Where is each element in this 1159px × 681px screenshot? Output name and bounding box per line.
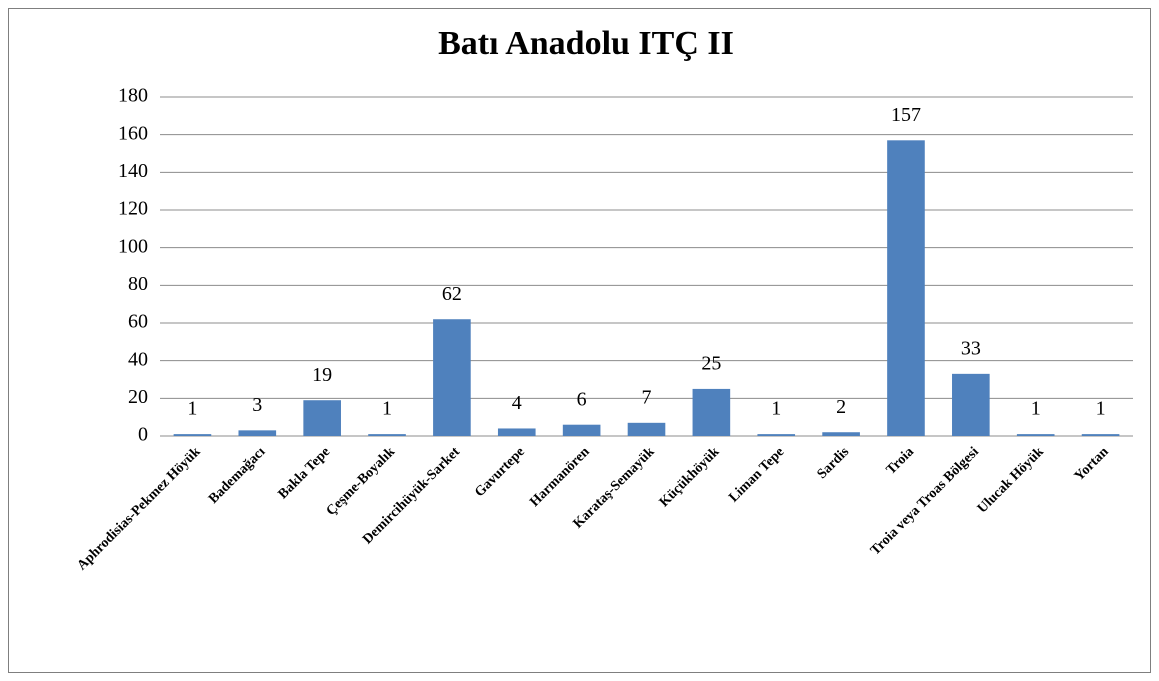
data-label: 1 bbox=[187, 398, 197, 420]
bar bbox=[627, 422, 666, 436]
data-label: 33 bbox=[961, 337, 981, 359]
y-tick-label: 140 bbox=[118, 160, 148, 182]
bar bbox=[368, 434, 406, 436]
data-label: 3 bbox=[252, 394, 262, 416]
data-label: 157 bbox=[891, 104, 921, 126]
bar bbox=[692, 388, 731, 436]
data-label: 1 bbox=[1031, 398, 1041, 420]
data-label: 25 bbox=[701, 353, 721, 375]
y-tick-label: 60 bbox=[128, 311, 148, 333]
y-tick-label: 20 bbox=[128, 386, 148, 408]
bar bbox=[497, 428, 536, 436]
data-label: 1 bbox=[382, 398, 392, 420]
y-tick-label: 0 bbox=[138, 424, 148, 446]
data-label: 19 bbox=[312, 364, 332, 386]
data-label: 4 bbox=[512, 392, 522, 414]
data-label: 1 bbox=[1096, 398, 1106, 420]
data-label: 6 bbox=[577, 388, 587, 410]
y-tick-label: 180 bbox=[118, 85, 148, 107]
bar bbox=[887, 140, 925, 437]
y-tick-label: 80 bbox=[128, 273, 148, 295]
chart-title: Batı Anadolu ITÇ II bbox=[438, 25, 734, 62]
bar bbox=[562, 424, 601, 436]
y-tick-label: 100 bbox=[118, 235, 148, 257]
data-label: 2 bbox=[836, 396, 846, 418]
bar bbox=[822, 432, 860, 436]
bar bbox=[433, 319, 471, 436]
y-tick-label: 160 bbox=[118, 122, 148, 144]
bar bbox=[173, 434, 212, 436]
bar bbox=[757, 434, 796, 436]
bar bbox=[238, 430, 277, 436]
data-label: 7 bbox=[642, 386, 652, 408]
y-tick-label: 40 bbox=[128, 348, 148, 370]
bar bbox=[952, 373, 990, 436]
bar bbox=[1016, 434, 1055, 436]
data-label: 62 bbox=[442, 283, 462, 305]
y-tick-label: 120 bbox=[118, 198, 148, 220]
bar bbox=[303, 400, 341, 436]
bar bbox=[1081, 434, 1120, 436]
chart-border bbox=[8, 8, 1151, 673]
data-label: 1 bbox=[771, 398, 781, 420]
